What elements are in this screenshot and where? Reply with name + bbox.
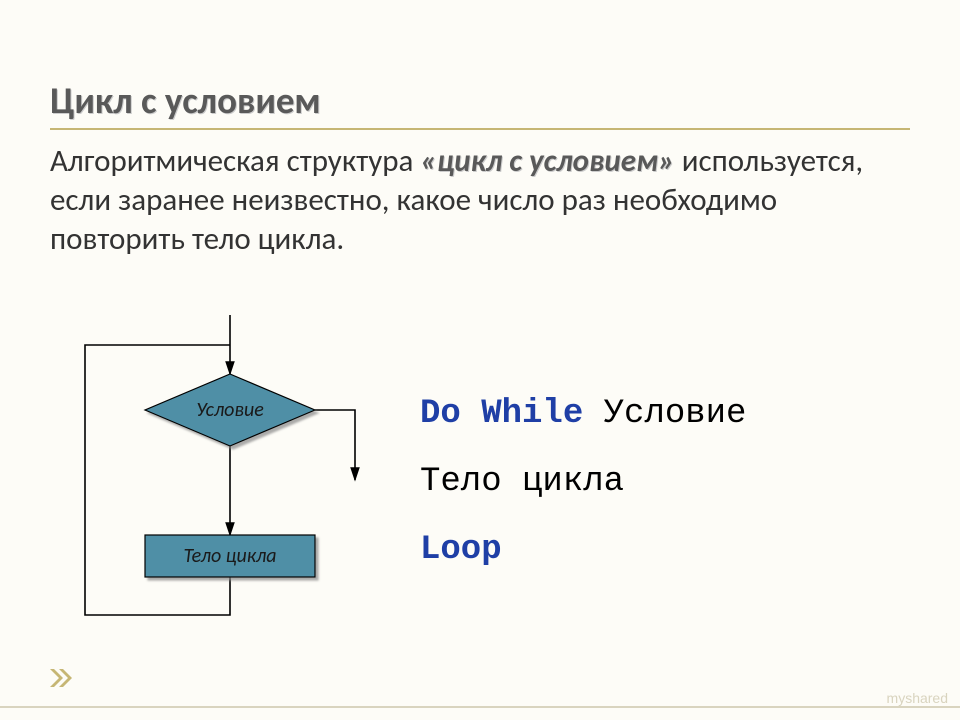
code-line: Do While Условие xyxy=(420,380,746,448)
bottom-divider xyxy=(0,706,960,708)
code-block: Do While Условие Тело цикла Loop xyxy=(420,380,746,584)
paragraph-emph: «цикл с условием» xyxy=(420,142,674,180)
flowchart-svg: Условие Тело цикла xyxy=(55,315,375,645)
paragraph-before: Алгоритмическая структура xyxy=(50,142,420,180)
watermark: myshared xyxy=(887,690,948,706)
slide: Цикл с условием Алгоритмическая структур… xyxy=(0,0,960,720)
code-text: Тело цикла xyxy=(420,463,624,501)
chevron-right-icon xyxy=(50,669,72,687)
code-line: Loop xyxy=(420,516,746,584)
code-line: Тело цикла xyxy=(420,448,746,516)
title-underline xyxy=(50,128,910,130)
code-keyword: Do While xyxy=(420,395,604,433)
code-keyword: Loop xyxy=(420,531,502,569)
code-text: Условие xyxy=(604,395,747,433)
flow-edge xyxy=(315,410,355,480)
bullet-icon xyxy=(50,669,72,692)
body-label: Тело цикла xyxy=(183,544,276,568)
condition-label: Условие xyxy=(196,398,264,422)
slide-title: Цикл с условием xyxy=(50,78,321,123)
description-paragraph: Алгоритмическая структура «цикл с услови… xyxy=(50,142,910,258)
flowchart: Условие Тело цикла xyxy=(55,315,375,645)
